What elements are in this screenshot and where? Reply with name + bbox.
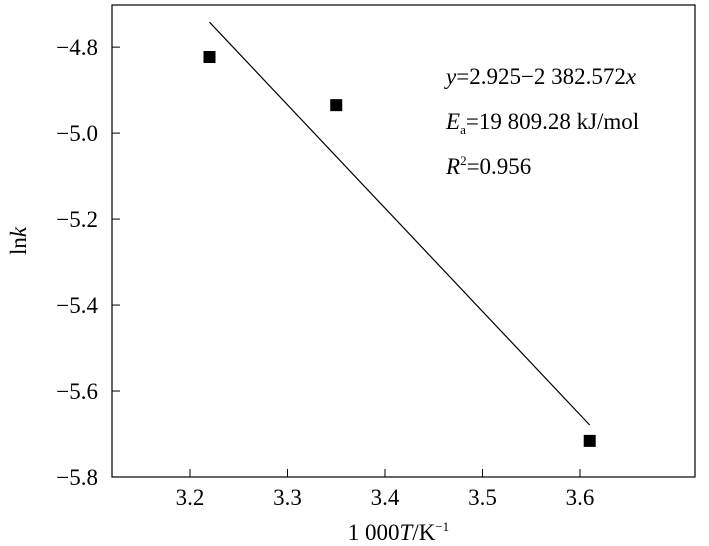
text-run: E bbox=[445, 109, 460, 134]
point bbox=[203, 51, 216, 64]
annotation: R2=0.956 bbox=[445, 153, 531, 179]
point bbox=[330, 99, 343, 112]
text-run: y bbox=[444, 64, 457, 89]
text-run: =2.925−2 382.572 bbox=[456, 64, 626, 89]
text-run: =0.956 bbox=[467, 154, 532, 179]
text-run: R bbox=[445, 154, 460, 179]
x-tick-label: 3.4 bbox=[371, 485, 400, 510]
text-run: x bbox=[625, 64, 637, 89]
y-tick-label: −4.8 bbox=[56, 35, 98, 60]
text-run: 2 bbox=[460, 153, 467, 168]
x-tick-label: 3.6 bbox=[566, 485, 595, 510]
text-run: T bbox=[400, 520, 415, 545]
x-axis-label: 1 000T/K−1 bbox=[348, 519, 449, 545]
y-tick-label: −5.0 bbox=[56, 121, 98, 146]
fit-line bbox=[209, 21, 591, 426]
annotation: y=2.925−2 382.572x bbox=[444, 64, 637, 89]
y-tick-label: −5.8 bbox=[56, 465, 98, 490]
annotation: Ea=19 809.28 kJ/mol bbox=[445, 109, 639, 137]
y-tick-label: −5.4 bbox=[56, 293, 98, 318]
y-tick-label: −5.6 bbox=[56, 379, 98, 404]
point bbox=[583, 434, 596, 447]
y-axis-label: lnk bbox=[6, 226, 31, 255]
x-tick-label: 3.5 bbox=[468, 485, 497, 510]
y-tick-label: −5.2 bbox=[56, 207, 98, 232]
text-run: k bbox=[6, 226, 31, 237]
text-run: /K bbox=[412, 520, 435, 545]
x-tick-label: 3.2 bbox=[176, 485, 205, 510]
text-run: 1 000 bbox=[348, 520, 400, 545]
text-run: =19 809.28 kJ/mol bbox=[466, 109, 639, 134]
text-run: a bbox=[460, 122, 466, 137]
text-run: ln bbox=[6, 237, 31, 255]
text-run: −1 bbox=[435, 519, 449, 534]
x-tick-label: 3.3 bbox=[273, 485, 302, 510]
plot-frame bbox=[111, 4, 696, 478]
